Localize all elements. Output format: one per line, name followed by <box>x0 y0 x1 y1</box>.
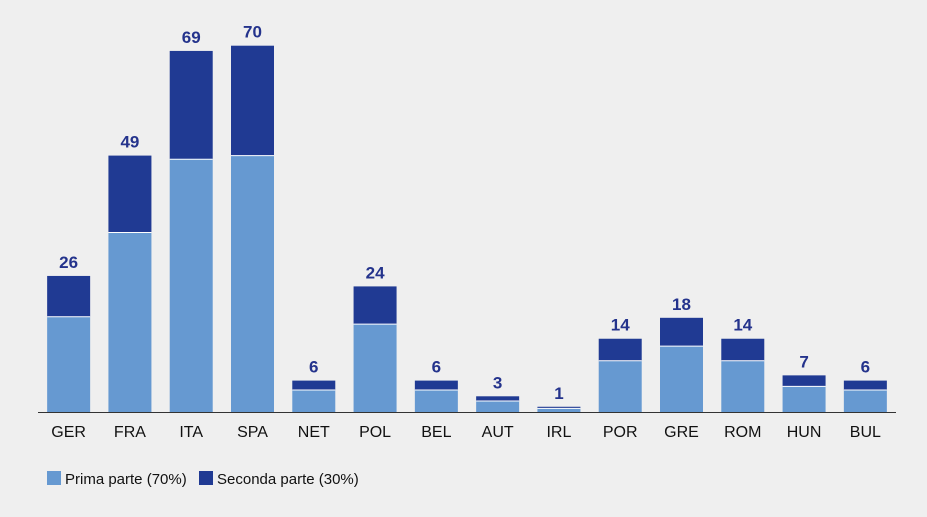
bar-por-seconda <box>598 338 642 361</box>
x-tick-label-gre: GRE <box>664 424 699 441</box>
x-tick-label-rom: ROM <box>724 424 761 441</box>
bar-net-seconda <box>292 380 336 391</box>
bar-irl-prima <box>537 408 581 412</box>
total-label-gre: 18 <box>672 295 691 314</box>
total-label-bul: 6 <box>861 358 870 377</box>
legend-label-seconda: Seconda parte (30%) <box>217 471 359 488</box>
total-label-fra: 49 <box>120 133 139 152</box>
bar-ger-prima <box>47 316 91 412</box>
total-label-hun: 7 <box>799 352 808 371</box>
bars-group <box>47 45 887 412</box>
bar-ita-prima <box>169 159 213 412</box>
bar-net-prima <box>292 390 336 412</box>
x-tick-label-irl: IRL <box>546 424 571 441</box>
bar-irl-seconda <box>537 406 581 409</box>
legend-swatch-seconda <box>199 471 213 485</box>
total-label-ita: 69 <box>182 28 201 47</box>
bar-rom-prima <box>721 360 765 412</box>
bar-rom-seconda <box>721 338 765 361</box>
bar-bel-seconda <box>414 380 458 391</box>
total-labels-group: 26 49 69 70 6 24 6 3 1 14 18 14 7 6 <box>59 23 870 403</box>
x-tick-labels-group: GER FRA ITA SPA NET POL BEL AUT IRL POR GRE ROM HUN B… <box>51 424 881 441</box>
x-tick-label-por: POR <box>603 424 638 441</box>
x-tick-label-fra: FRA <box>114 424 146 441</box>
bar-gre-prima <box>660 346 703 412</box>
x-tick-label-hun: HUN <box>787 424 822 441</box>
total-label-rom: 14 <box>733 316 752 335</box>
bar-bel-prima <box>414 390 458 412</box>
bar-fra-seconda <box>108 155 152 233</box>
x-tick-label-ger: GER <box>51 424 86 441</box>
total-label-por: 14 <box>611 316 630 335</box>
bar-gre-seconda <box>660 317 703 347</box>
total-label-pol: 24 <box>366 263 385 282</box>
bar-pol-seconda <box>353 286 397 325</box>
x-tick-label-ita: ITA <box>179 424 203 441</box>
total-label-irl: 1 <box>554 384 563 403</box>
total-label-aut: 3 <box>493 373 502 392</box>
bar-aut-seconda <box>476 396 520 402</box>
legend: Prima parte (70%) Seconda parte (30%) <box>47 471 359 488</box>
x-tick-label-bul: BUL <box>850 424 881 441</box>
bar-pol-prima <box>353 324 397 412</box>
x-tick-label-spa: SPA <box>237 424 268 441</box>
bar-por-prima <box>598 360 642 412</box>
total-label-bel: 6 <box>432 358 441 377</box>
total-label-spa: 70 <box>243 23 262 42</box>
bar-hun-seconda <box>782 375 826 387</box>
bar-ita-seconda <box>169 50 213 160</box>
total-label-net: 6 <box>309 358 318 377</box>
x-tick-label-net: NET <box>298 424 330 441</box>
bar-spa-prima <box>231 155 274 412</box>
legend-swatch-prima <box>47 471 61 485</box>
bar-bul-prima <box>843 390 887 412</box>
total-label-ger: 26 <box>59 253 78 272</box>
bar-ger-seconda <box>47 275 91 317</box>
bar-bul-seconda <box>843 380 887 391</box>
x-tick-label-aut: AUT <box>482 424 514 441</box>
bar-fra-prima <box>108 232 152 412</box>
x-tick-label-pol: POL <box>359 424 391 441</box>
bar-hun-prima <box>782 386 826 412</box>
bar-aut-prima <box>476 401 520 412</box>
legend-label-prima: Prima parte (70%) <box>65 471 187 488</box>
bar-spa-seconda <box>231 45 274 156</box>
x-tick-label-bel: BEL <box>421 424 451 441</box>
